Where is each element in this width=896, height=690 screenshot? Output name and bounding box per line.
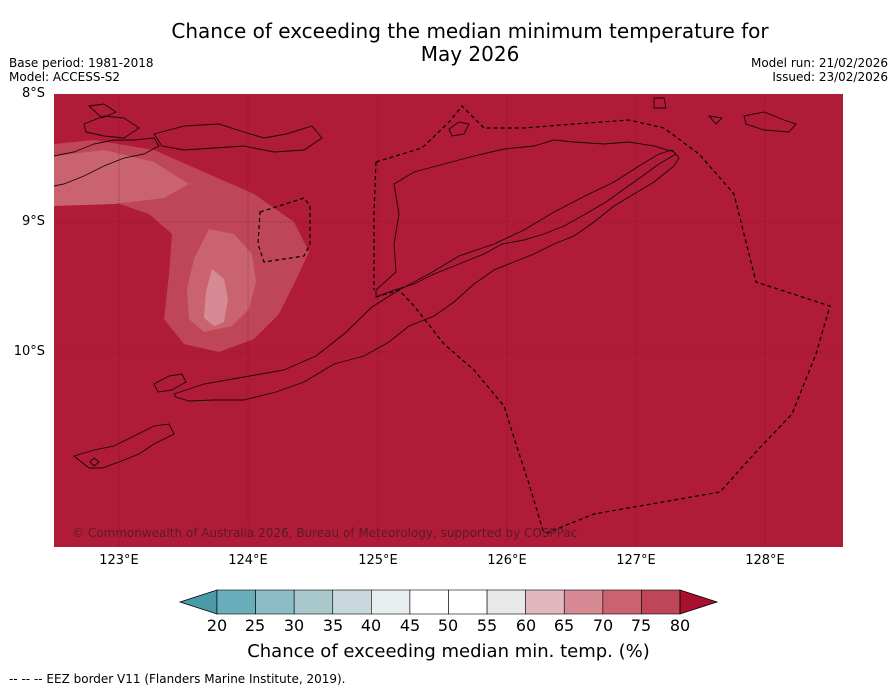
- graticule: [54, 94, 843, 547]
- cb-tick-35: 35: [322, 616, 344, 635]
- cb-tick-50: 50: [437, 616, 459, 635]
- alor-coastline: [54, 137, 160, 187]
- colorbar-title: Chance of exceeding median min. temp. (%…: [247, 641, 650, 662]
- issued-text: Issued: 23/02/2026: [772, 70, 888, 84]
- colorbar-extend-high: [679, 589, 719, 615]
- lon-label-124e: 124°E: [228, 553, 268, 568]
- lat-label-9s: 9°S: [21, 214, 45, 229]
- colorbar-swatch: [486, 589, 526, 615]
- lon-label-128e: 128°E: [745, 553, 785, 568]
- probability-map: © Commonwealth of Australia 2026, Bureau…: [54, 94, 843, 547]
- base-period-text: Base period: 1981-2018: [9, 56, 154, 70]
- colorbar-swatch: [255, 589, 295, 615]
- colorbar-swatch: [563, 589, 604, 615]
- colorbar-swatch: [332, 589, 372, 615]
- cb-tick-65: 65: [553, 616, 575, 635]
- coastlines: [54, 97, 797, 469]
- cb-tick-55: 55: [476, 616, 498, 635]
- model-text: Model: ACCESS-S2: [9, 70, 121, 84]
- colorbar-swatches: [178, 589, 719, 615]
- eez-borders: [257, 105, 831, 535]
- colorbar-swatch: [641, 589, 681, 615]
- probability-contour-65: [204, 269, 228, 326]
- eez-border-east: [375, 105, 831, 535]
- colorbar-extend-low: [178, 589, 218, 615]
- island-coastline-2: [153, 123, 323, 153]
- cb-tick-30: 30: [283, 616, 305, 635]
- eez-border-oecusse: [257, 197, 311, 263]
- colorbar-swatch: [448, 589, 488, 615]
- colorbar-swatch: [371, 589, 411, 615]
- cb-tick-45: 45: [399, 616, 421, 635]
- title-line-2: May 2026: [420, 42, 520, 66]
- colorbar-swatch: [216, 589, 256, 615]
- lat-label-10s: 10°S: [13, 344, 45, 359]
- lon-label-126e: 126°E: [487, 553, 527, 568]
- island-coastline-1: [83, 115, 140, 139]
- lon-label-125e: 125°E: [358, 553, 398, 568]
- eez-border-mid: [373, 161, 377, 290]
- cb-tick-70: 70: [592, 616, 614, 635]
- cb-tick-40: 40: [360, 616, 382, 635]
- cb-tick-25: 25: [244, 616, 266, 635]
- timor-coastline: [173, 139, 680, 402]
- north-coast-fragment: [448, 121, 470, 137]
- wetar-coastline: [743, 111, 797, 133]
- semau-coastline: [153, 373, 187, 393]
- probability-contour-70: [54, 150, 189, 206]
- cb-tick-75: 75: [630, 616, 652, 635]
- lon-label-127e: 127°E: [616, 553, 656, 568]
- eez-footnote: -- -- -- EEZ border V11 (Flanders Marine…: [9, 672, 346, 686]
- rote-coastline: [73, 423, 175, 469]
- model-info: Base period: 1981-2018 Model: ACCESS-S2: [9, 56, 154, 84]
- island-coastline-5: [653, 97, 667, 109]
- map-title: Chance of exceeding the median minimum t…: [120, 20, 820, 66]
- island-coastline-3: [87, 103, 117, 119]
- title-line-1: Chance of exceeding the median minimum t…: [171, 19, 769, 43]
- run-info: Model run: 21/02/2026 Issued: 23/02/2026: [751, 56, 888, 84]
- lon-label-123e: 123°E: [99, 553, 139, 568]
- cb-tick-60: 60: [515, 616, 537, 635]
- copyright-notice: © Commonwealth of Australia 2026, Bureau…: [72, 526, 577, 540]
- model-run-text: Model run: 21/02/2026: [750, 56, 888, 70]
- eez-border-south: [375, 289, 545, 535]
- lat-label-8s: 8°S: [21, 86, 45, 101]
- colorbar-swatch: [293, 589, 334, 615]
- colorbar-swatch: [602, 589, 642, 615]
- island-coastline-4: [707, 115, 723, 125]
- cb-tick-80: 80: [669, 616, 691, 635]
- sumba-fragment: [89, 457, 100, 467]
- colorbar-swatch: [525, 589, 565, 615]
- cb-tick-20: 20: [206, 616, 228, 635]
- colorbar-swatch: [409, 589, 449, 615]
